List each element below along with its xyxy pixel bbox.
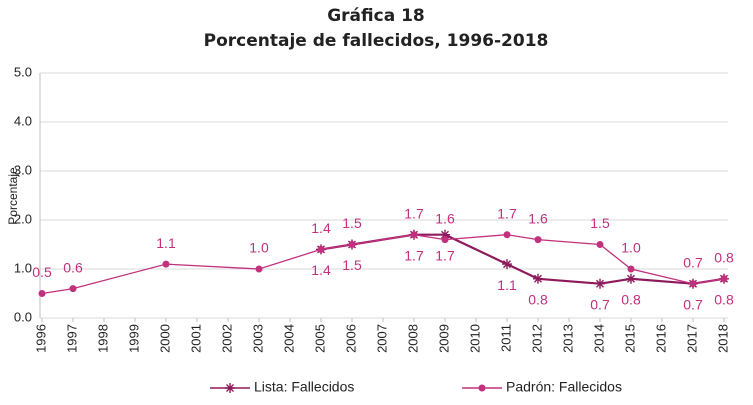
data-label: 1.6 [528,210,548,226]
data-label: 0.7 [683,296,703,312]
point [627,265,635,273]
point [534,236,542,244]
x-tick-label: 2012 [529,324,544,353]
legend-label: Padrón: Fallecidos [506,379,622,395]
point [162,260,170,268]
legend-marker [478,384,486,392]
data-label: 1.0 [249,240,269,256]
x-tick-label: 2017 [684,324,699,353]
x-tick-label: 2018 [715,324,730,353]
point [533,273,543,284]
data-label: 1.4 [311,220,331,236]
x-tick-label: 2011 [498,324,513,352]
y-tick-label: 4.0 [14,113,32,128]
data-label: 0.7 [683,254,703,270]
point [317,245,325,253]
x-tick-label: 2008 [405,324,420,353]
y-tick-label: 0.0 [14,309,32,324]
x-tick-label: 2009 [436,324,451,353]
y-tick-label: 5.0 [14,64,32,79]
point [689,280,697,288]
data-label: 1.1 [156,235,176,251]
point [410,231,418,239]
point [720,275,728,283]
chart-subtitle: Porcentaje de fallecidos, 1996-2018 [204,31,549,51]
point [38,290,46,297]
data-label: 1.4 [311,262,331,278]
data-label: 0.7 [590,296,610,312]
data-label: 1.5 [342,257,362,273]
y-tick-label: 3.0 [14,162,32,177]
x-tick-label: 2000 [157,324,172,353]
point [596,241,604,248]
point [502,259,512,270]
x-tick-label: 2010 [467,324,482,353]
point [626,273,636,284]
x-tick-label: 2015 [622,324,637,353]
point [348,241,356,248]
x-tick-label: 2014 [591,324,606,353]
data-label: 0.5 [32,264,52,280]
x-tick-label: 2003 [250,324,265,353]
y-tick-label: 2.0 [14,211,32,226]
data-label: 1.7 [435,247,455,263]
point [440,229,450,240]
point [595,278,605,289]
data-label: 1.7 [404,205,424,221]
x-tick-label: 2005 [312,324,327,353]
data-label: 1.6 [435,210,455,226]
x-tick-label: 2004 [281,324,296,353]
point [503,231,511,239]
point [441,236,449,244]
y-axis-label: Porcentaje [6,167,20,225]
data-label: 0.8 [528,292,548,308]
legend-marker [225,383,235,393]
x-tick-label: 1999 [126,324,141,353]
data-label: 0.8 [621,292,641,308]
data-label: 1.1 [497,277,517,293]
data-label: 1.5 [590,215,610,231]
data-label: 1.0 [621,240,641,256]
x-tick-label: 2006 [343,324,358,353]
point [255,265,263,273]
x-tick-label: 2013 [560,324,575,353]
series-line [41,234,725,295]
data-label: 0.6 [63,259,83,275]
point [69,285,77,293]
chart-title: Gráfica 18 [327,6,425,26]
x-tick-label: 1996 [33,324,48,353]
data-label: 1.7 [404,247,424,263]
x-tick-label: 1998 [95,324,110,353]
x-tick-label: 2001 [188,324,203,353]
x-tick-label: 2002 [219,324,234,353]
data-label: 1.7 [497,205,517,221]
data-label: 1.5 [342,215,362,231]
data-label: 0.8 [714,250,734,266]
data-label: 0.8 [714,292,734,308]
y-tick-label: 1.0 [14,260,32,275]
x-tick-label: 2007 [374,324,389,353]
x-tick-label: 2016 [653,324,668,353]
legend-label: Lista: Fallecidos [254,379,354,395]
x-tick-label: 1997 [64,324,79,353]
